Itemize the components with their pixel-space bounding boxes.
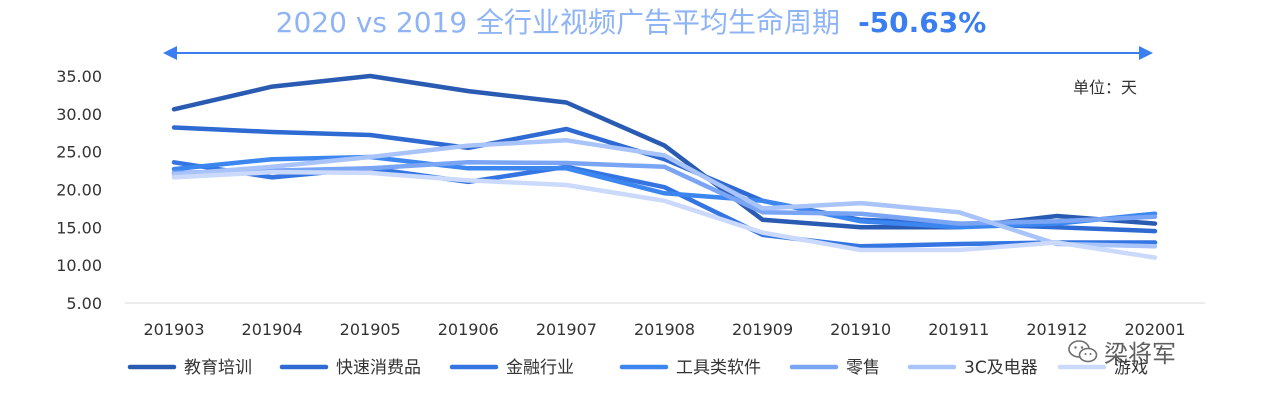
series-line bbox=[171, 154, 1158, 230]
legend-label: 金融行业 bbox=[506, 358, 574, 378]
y-tick-label: 10.00 bbox=[56, 256, 102, 275]
arrow-head-left bbox=[163, 46, 177, 60]
wechat-icon bbox=[1068, 339, 1098, 362]
series-line bbox=[171, 73, 1158, 230]
series-line bbox=[171, 160, 1158, 249]
x-tick-label: 201912 bbox=[1026, 320, 1087, 339]
legend-label: 教育培训 bbox=[184, 358, 252, 378]
x-tick-label: 202001 bbox=[1124, 320, 1185, 339]
x-tick-label: 201910 bbox=[830, 320, 891, 339]
y-tick-label: 20.00 bbox=[56, 181, 102, 200]
unit-label: 单位：天 bbox=[1073, 78, 1138, 97]
chart-title: 2020 vs 2019 全行业视频广告平均生命周期 -50.63% bbox=[0, 6, 1262, 40]
y-tick-label: 25.00 bbox=[56, 143, 102, 162]
series-line bbox=[171, 169, 1158, 260]
chart-title-text: 2020 vs 2019 全行业视频广告平均生命周期 bbox=[275, 6, 841, 39]
x-tick-label: 201907 bbox=[536, 320, 597, 339]
y-tick-label: 35.00 bbox=[56, 67, 102, 86]
x-tick-label: 201905 bbox=[340, 320, 401, 339]
x-tick-label: 201911 bbox=[928, 320, 989, 339]
watermark-text: 梁将军 bbox=[1104, 340, 1176, 368]
y-tick-label: 30.00 bbox=[56, 105, 102, 124]
arrow-head-right bbox=[1139, 46, 1153, 60]
x-tick-label: 201906 bbox=[438, 320, 499, 339]
x-tick-label: 201908 bbox=[634, 320, 695, 339]
y-tick-label: 15.00 bbox=[56, 218, 102, 237]
chart-title-change: -50.63% bbox=[858, 6, 987, 39]
legend-label: 3C及电器 bbox=[964, 358, 1038, 378]
legend-label: 快速消费品 bbox=[336, 358, 421, 378]
x-tick-label: 201903 bbox=[143, 320, 204, 339]
legend-label: 零售 bbox=[846, 358, 880, 378]
legend-label: 游戏 bbox=[1114, 358, 1148, 378]
x-tick-label: 201909 bbox=[732, 320, 793, 339]
watermark: 梁将军 bbox=[1068, 334, 1176, 369]
legend-label: 工具类软件 bbox=[676, 358, 761, 378]
series-line bbox=[171, 138, 1158, 249]
y-tick-label: 5.00 bbox=[66, 294, 102, 313]
series-line bbox=[171, 125, 1158, 234]
x-tick-label: 201904 bbox=[242, 320, 303, 339]
